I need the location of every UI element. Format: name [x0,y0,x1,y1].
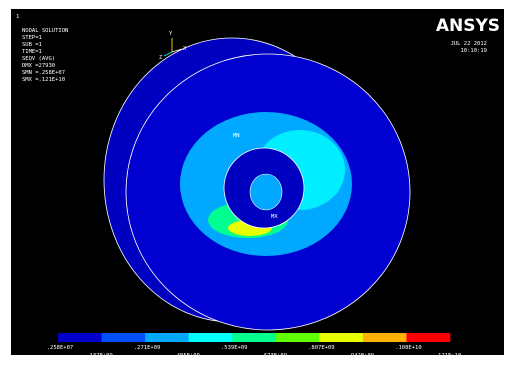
info-line: SEQV (AVG) [22,56,55,62]
legend-swatch [406,333,450,342]
legend-swatch [232,333,276,342]
legend-label: .271E+09 [134,345,161,351]
date: JUL 22 2012 [451,41,487,47]
legend-swatch [102,333,146,342]
legend-swatch [58,333,102,342]
legend-label: .137E+09 [86,353,113,359]
info-line: DMX =27930 [22,63,55,69]
legend-swatch [276,333,320,342]
info-line: SMX =.121E+10 [22,77,65,83]
legend-label: .807E+09 [308,345,335,351]
legend-label: .108E+10 [395,345,422,351]
legend-swatch [145,333,189,342]
legend-swatch [189,333,233,342]
legend-swatch [319,333,363,342]
hub [250,174,282,210]
window-number: 1 [16,14,19,20]
legend-label: .405E+09 [173,353,200,359]
legend-label: .258E+07 [47,345,74,351]
info-line: SUB =1 [22,42,42,48]
info-line: TIME=1 [22,49,42,55]
legend-swatch [363,333,407,342]
legend-label: .121E+10 [435,353,462,359]
min-label: MN [233,133,240,139]
logo: ANSYS [436,16,500,36]
info-line: NODAL SOLUTION [22,28,68,34]
max-label: MX [271,214,278,220]
time: 10:10:19 [461,48,488,54]
info-line: SMN =.258E+07 [22,70,65,76]
legend-label: .539E+09 [221,345,248,351]
legend-label: .942E+09 [348,353,375,359]
legend-label: .673E+09 [261,353,288,359]
info-line: STEP=1 [22,35,42,41]
screenshot: 1 NODAL SOLUTIONSTEP=1SUB =1TIME=1SEQV (… [0,0,514,367]
